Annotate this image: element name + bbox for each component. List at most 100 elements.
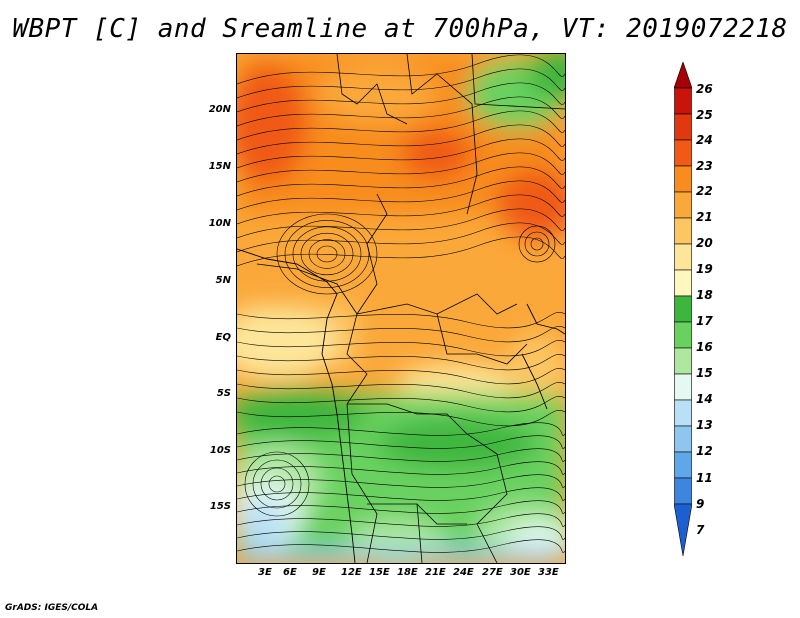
colorbar-segment (674, 243, 692, 271)
streamline (237, 382, 565, 399)
coastline (237, 248, 565, 563)
colorbar-segment (674, 217, 692, 245)
chart-title: WBPT [C] and Sreamline at 700hPa, VT: 20… (12, 14, 788, 44)
streamline (524, 231, 550, 257)
colorbar-label: 26 (696, 82, 713, 96)
colorbar-label: 11 (696, 471, 713, 485)
credit-text: GrADS: IGES/COLA (5, 603, 99, 613)
streamline (237, 138, 565, 169)
map-plot-area (236, 53, 566, 564)
wbpt-fill-field (237, 54, 565, 563)
streamline (268, 475, 286, 493)
colorbar-label: 21 (696, 210, 713, 224)
colorbar-segment (674, 425, 692, 453)
colorbar-bottom-arrow (674, 503, 692, 556)
streamline (237, 236, 565, 267)
colorbar-segment (674, 87, 692, 115)
colorbar-top-arrow (674, 62, 692, 89)
lon-tick-label: 24E (453, 567, 474, 578)
streamline (237, 326, 565, 343)
streamline (237, 68, 565, 99)
streamline (292, 226, 362, 282)
colorbar-label: 20 (696, 236, 713, 250)
streamline (237, 487, 565, 502)
colorbar (674, 62, 692, 556)
streamline (237, 312, 565, 329)
streamline (237, 461, 565, 476)
lon-tick-label: 3E (258, 567, 272, 578)
colorbar-label: 19 (696, 262, 713, 276)
lon-tick-label: 30E (510, 567, 531, 578)
streamline (237, 82, 565, 113)
lat-tick-label: 10S (209, 445, 231, 456)
colorbar-label: 13 (696, 418, 713, 432)
colorbar-label: 24 (696, 133, 713, 147)
lat-tick-label: 15S (209, 501, 231, 512)
lon-tick-label: 33E (538, 567, 559, 578)
streamline (237, 396, 565, 413)
streamline (237, 448, 565, 463)
colorbar-label: 16 (696, 340, 713, 354)
streamlines (237, 54, 565, 554)
streamline (237, 340, 565, 357)
streamline (284, 220, 370, 288)
lon-tick-label: 15E (369, 567, 390, 578)
colorbar-label: 12 (696, 444, 713, 458)
streamline (237, 474, 565, 489)
colorbar-label: 15 (696, 366, 713, 380)
colorbar-label: 18 (696, 288, 713, 302)
colorbar-segment (674, 295, 692, 323)
lat-tick-label: 5N (215, 275, 231, 286)
streamline (518, 225, 556, 263)
streamline (237, 54, 565, 85)
lat-tick-label: 15N (208, 161, 231, 172)
streamline (252, 459, 302, 509)
streamline (237, 422, 565, 437)
streamline (260, 467, 294, 501)
colorbar-label: 14 (696, 392, 713, 406)
streamline (237, 354, 565, 371)
streamline (237, 435, 565, 450)
colorbar-label: 25 (696, 108, 713, 122)
streamline (237, 539, 565, 554)
lon-tick-label: 6E (283, 567, 297, 578)
streamline (237, 368, 565, 385)
colorbar-segment (674, 373, 692, 401)
streamline (237, 194, 565, 225)
country-borders (256, 54, 565, 563)
streamline (300, 232, 354, 276)
colorbar-label: 9 (696, 497, 705, 511)
colorbar-label: 22 (696, 184, 713, 198)
wbpt-streamline-map (237, 54, 565, 563)
colorbar-segment (674, 451, 692, 479)
colorbar-segment (674, 347, 692, 375)
lat-tick-label: 20N (208, 104, 231, 115)
streamline (237, 222, 565, 253)
colorbar-segment (674, 191, 692, 219)
streamline (237, 152, 565, 183)
lon-tick-label: 18E (397, 567, 418, 578)
colorbar-segment (674, 165, 692, 193)
streamline (530, 237, 544, 251)
streamline (237, 166, 565, 197)
colorbar-segment (674, 477, 692, 505)
colorbar-label: 17 (696, 314, 713, 328)
lon-tick-label: 21E (425, 567, 446, 578)
streamline (237, 410, 565, 427)
streamline (276, 213, 378, 295)
colorbar-segment (674, 269, 692, 297)
lon-tick-label: 27E (482, 567, 503, 578)
streamline (237, 110, 565, 141)
lon-tick-label: 12E (341, 567, 362, 578)
colorbar-segment (674, 139, 692, 167)
streamline (316, 245, 338, 263)
streamline (308, 239, 346, 269)
streamline (237, 526, 565, 541)
streamline (237, 124, 565, 155)
colorbar-segment (674, 113, 692, 141)
colorbar-segment (674, 321, 692, 349)
streamline (237, 513, 565, 528)
lon-tick-label: 9E (312, 567, 326, 578)
streamline (237, 96, 565, 127)
colorbar-label: 7 (696, 523, 705, 537)
